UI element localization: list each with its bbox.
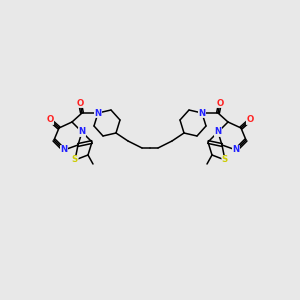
Text: N: N [78, 128, 85, 136]
Text: N: N [60, 146, 68, 154]
Text: O: O [76, 98, 84, 107]
Text: N: N [94, 109, 102, 118]
Text: N: N [232, 146, 240, 154]
Text: N: N [198, 109, 206, 118]
Text: S: S [222, 155, 228, 164]
Text: O: O [216, 98, 224, 107]
Text: O: O [246, 116, 254, 124]
Text: N: N [214, 128, 222, 136]
Text: O: O [46, 116, 54, 124]
Text: S: S [72, 155, 78, 164]
